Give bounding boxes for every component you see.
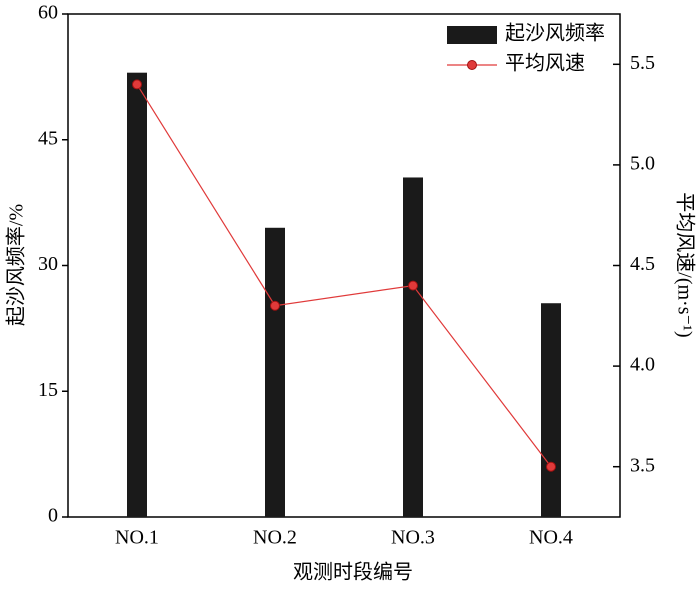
- y-tick-label: 15: [38, 379, 58, 401]
- bar: [127, 72, 147, 517]
- y-axis-label: 起沙风频率/%: [5, 204, 28, 326]
- legend-swatch: [467, 60, 477, 70]
- y2-tick-label: 4.0: [630, 354, 655, 376]
- legend-label: 起沙风频率: [505, 22, 605, 45]
- plot-frame: [67, 13, 621, 518]
- line-marker: [546, 461, 556, 472]
- line-marker: [270, 300, 280, 311]
- y2-tick-label: 5.0: [630, 152, 655, 174]
- x-axis-label: 观测时段编号: [293, 561, 413, 584]
- y-tick-label: 45: [38, 127, 58, 149]
- y2-tick-label: 3.5: [630, 454, 655, 476]
- bar: [541, 303, 561, 517]
- y-tick-label: 30: [38, 253, 58, 275]
- x-tick-label: NO.3: [391, 527, 435, 549]
- line-marker: [132, 79, 142, 90]
- y2-tick-label: 4.5: [630, 253, 655, 275]
- line-marker: [408, 280, 418, 291]
- y2-axis-label: 平均风速/(m·s⁻¹): [673, 192, 696, 337]
- x-tick-label: NO.1: [115, 527, 159, 549]
- line: [136, 84, 552, 468]
- bar: [265, 227, 285, 517]
- y2-tick-label: 5.5: [630, 52, 655, 74]
- legend-swatch: [447, 26, 497, 44]
- bar: [403, 177, 423, 517]
- x-tick-label: NO.4: [529, 527, 573, 549]
- legend-label: 平均风速: [505, 52, 585, 75]
- y-tick-label: 0: [48, 505, 58, 527]
- x-tick-label: NO.2: [253, 527, 297, 549]
- y-tick-label: 60: [38, 2, 58, 24]
